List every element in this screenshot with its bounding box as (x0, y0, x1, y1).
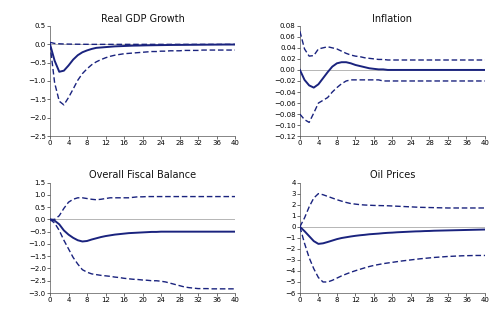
Title: Inflation: Inflation (372, 14, 412, 24)
Title: Overall Fiscal Balance: Overall Fiscal Balance (89, 170, 196, 180)
Title: Real GDP Growth: Real GDP Growth (100, 14, 184, 24)
Title: Oil Prices: Oil Prices (370, 170, 415, 180)
